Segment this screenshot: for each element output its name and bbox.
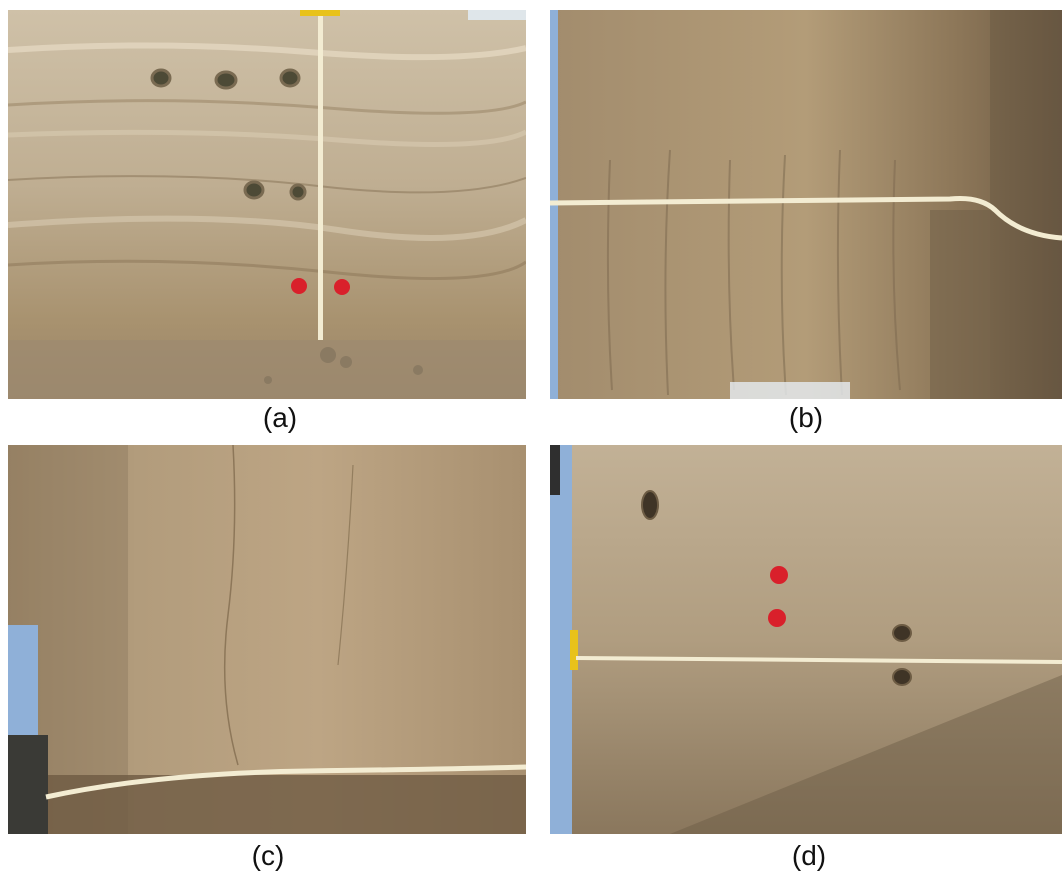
red-marker [770,566,788,584]
soil-profile-photo-d [550,445,1062,834]
measuring-tape [575,656,1062,664]
photo-panel-b [550,10,1062,399]
red-marker [334,279,350,295]
photo-panel-c [8,445,526,834]
measuring-tape [318,10,323,340]
caption-a: (a) [262,402,298,433]
soil-profile-photo-c [8,445,526,834]
caption-d: (d) [791,840,827,871]
sample-holes [641,490,912,686]
red-marker [291,278,307,294]
photo-panel-d [550,445,1062,834]
measuring-tape [550,196,1062,241]
red-marker [768,609,786,627]
caption-b: (b) [788,402,824,433]
soil-profile-photo-a [8,10,526,399]
caption-c: (c) [251,840,285,871]
soil-profile-photo-b [550,10,1062,399]
photo-panel-a [8,10,526,399]
sample-holes [150,68,307,201]
measuring-tape [45,764,526,800]
